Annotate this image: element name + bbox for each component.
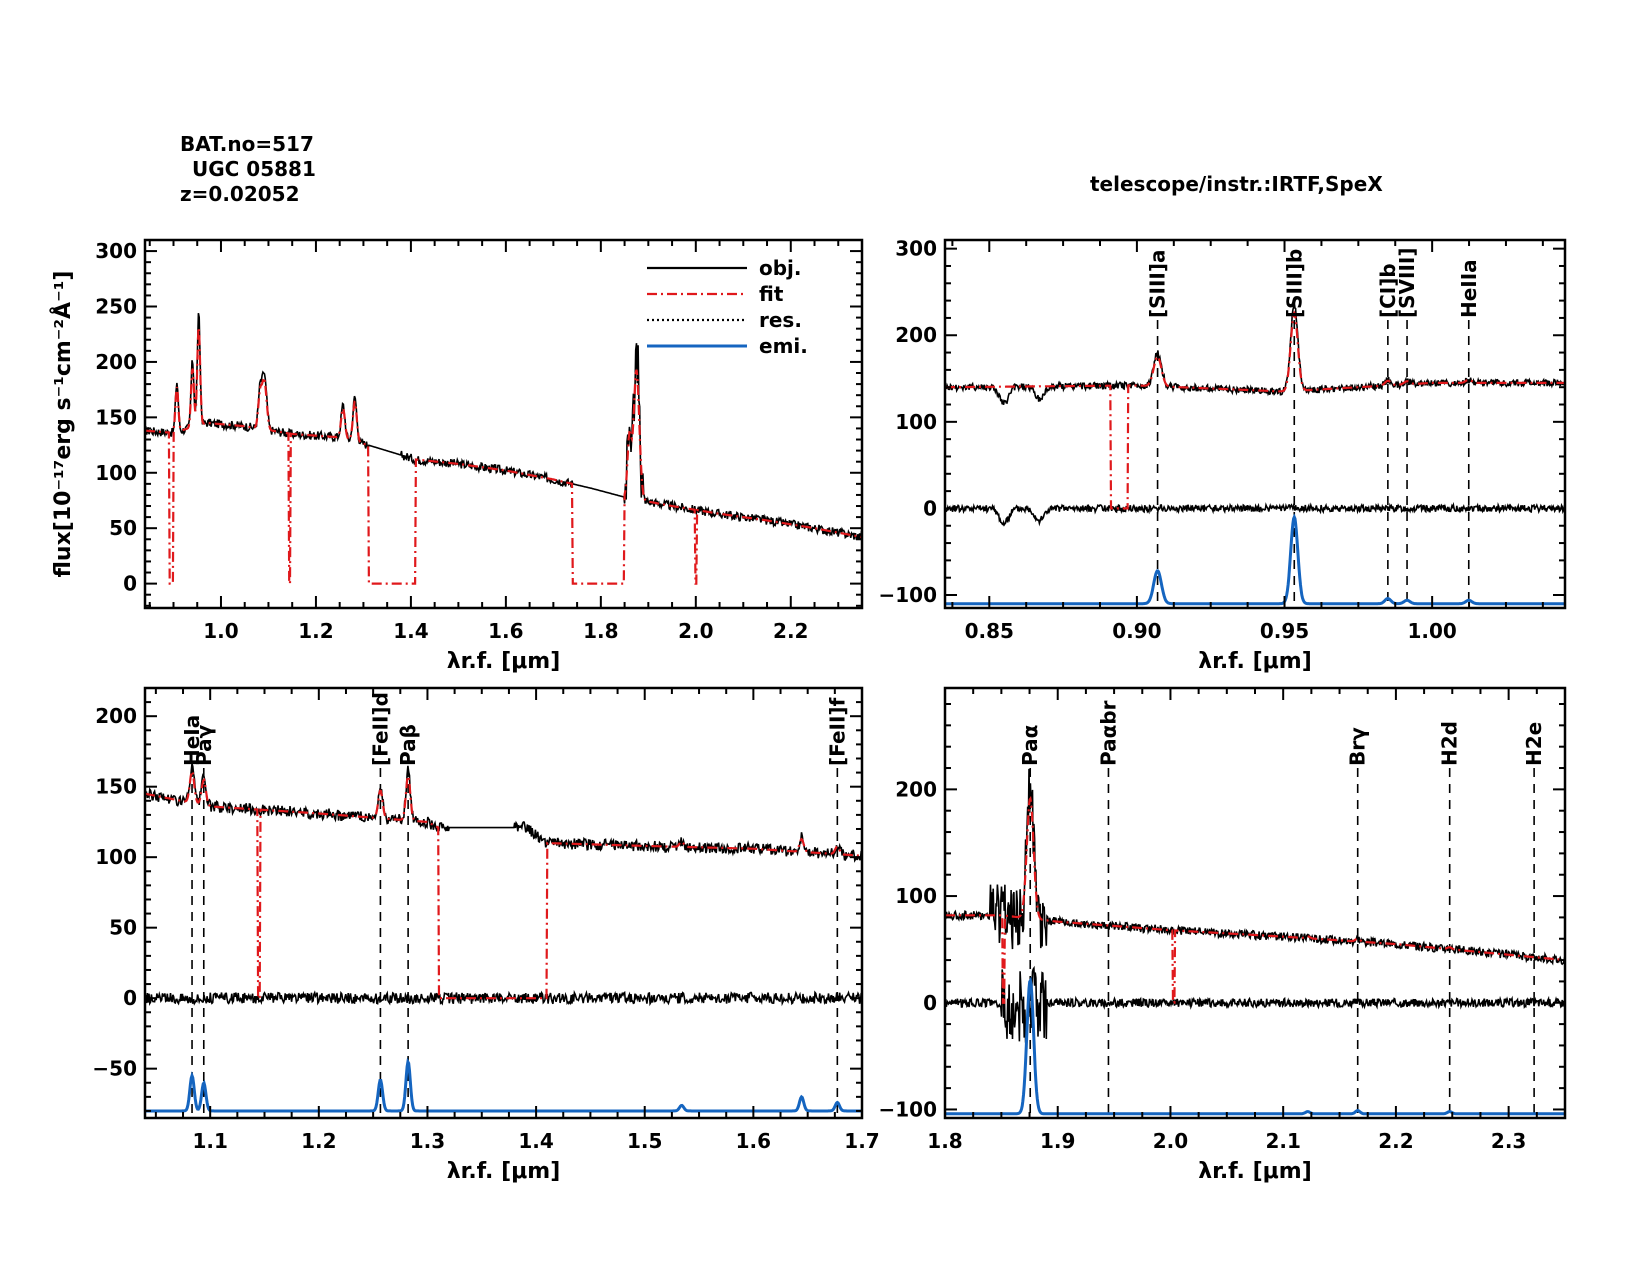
full-xtick-label: 1.6 (488, 619, 523, 643)
zoom1-ytick-label: 300 (895, 237, 937, 261)
bat-number: BAT.no=517 (180, 132, 314, 156)
full-ytick-label: 50 (109, 516, 137, 540)
panel-zoom-2p1um: 1.8 1.9 2.0 2.1 2.2 2.3 −100 0 100 200 λr.f. [μm] P… (878, 686, 1567, 1184)
zoom2-xtick-label: 1.6 (736, 1129, 771, 1153)
instrument-label: telescope/instr.:IRTF,SpeX (1090, 172, 1383, 196)
zoom2-fit-series (145, 768, 862, 1000)
zoom1-ytick-label: 100 (895, 410, 937, 434)
zoom2-obj-series (145, 763, 862, 863)
zoom3-ytick-label: 200 (895, 777, 937, 801)
zoom1-frame (943, 238, 1567, 610)
zoom1-line-label: [SIII]a (1146, 249, 1170, 318)
zoom2-frame (143, 686, 864, 1120)
panel-zoom-0p9um: 0.85 0.90 0.95 1.00 −100 0 100 200 300 λr.f. [μm]… (878, 237, 1567, 674)
zoom3-xtick-label: 2.2 (1378, 1129, 1413, 1153)
zoom3-xtick-label: 2.0 (1153, 1129, 1188, 1153)
zoom1-emi-series (945, 513, 1565, 606)
full-ytick-label: 200 (95, 350, 137, 374)
zoom2-emi-series (145, 1057, 862, 1113)
full-xtick-label: 1.4 (393, 619, 428, 643)
zoom3-line-label: Paαbr (1096, 700, 1120, 766)
full-ytick-label: 150 (95, 405, 137, 429)
zoom2-xtick-label: 1.2 (301, 1129, 336, 1153)
zoom3-res-series (945, 965, 1565, 1043)
zoom2-ytick-label: −50 (92, 1057, 137, 1081)
zoom3-xtick-label: 1.9 (1040, 1129, 1075, 1153)
full-fit-series (145, 327, 862, 585)
zoom2-plot-area (145, 763, 862, 1118)
zoom1-xtick-label: 0.90 (1112, 619, 1161, 643)
full-legend-label-obj: obj. (759, 256, 802, 280)
full-ylabel: flux[10⁻¹⁷erg s⁻¹cm⁻²Å⁻¹] (50, 271, 76, 578)
zoom2-line-label: HeIa (180, 715, 204, 766)
full-xtick-label: 2.2 (773, 619, 808, 643)
zoom1-ytick-label: −100 (878, 583, 937, 607)
zoom3-fit-series (945, 795, 1565, 1004)
panel-full-spectrum: 1.0 1.2 1.4 1.6 1.8 2.0 2.2 0 50 100 150 200 250 300 λ… (50, 238, 864, 674)
zoom2-line-label: Paγ (192, 724, 216, 766)
zoom2-xlabel: λr.f. [μm] (447, 1159, 561, 1184)
zoom3-xtick-label: 1.8 (927, 1129, 962, 1153)
redshift-label: z=0.02052 (180, 182, 300, 206)
full-legend-label-fit: fit (759, 282, 784, 306)
zoom1-xtick-label: 1.00 (1407, 619, 1456, 643)
zoom1-res-series (945, 501, 1565, 527)
zoom3-xlabel: λr.f. [μm] (1198, 1159, 1312, 1184)
full-legend-label-emi: emi. (759, 334, 808, 358)
full-ytick-label: 250 (95, 295, 137, 319)
full-ytick-label: 300 (95, 239, 137, 263)
zoom3-ytick-label: −100 (878, 1097, 937, 1121)
zoom2-res-series (145, 989, 862, 1007)
zoom2-xtick-label: 1.1 (192, 1129, 227, 1153)
zoom2-ytick-label: 150 (95, 775, 137, 799)
zoom2-ytick-label: 200 (95, 704, 137, 728)
full-obj-series (145, 312, 862, 540)
full-xtick-label: 1.8 (583, 619, 618, 643)
zoom1-ytick-label: 200 (895, 323, 937, 347)
zoom1-line-label: [CI]b (1376, 263, 1400, 318)
zoom1-plot-area (945, 302, 1565, 608)
zoom3-line-label: H2e (1522, 722, 1546, 766)
zoom3-line-label: H2d (1438, 721, 1462, 766)
zoom1-xtick-label: 0.95 (1260, 619, 1309, 643)
full-xtick-label: 1.0 (203, 619, 238, 643)
zoom2-xtick-label: 1.4 (518, 1129, 553, 1153)
panel-zoom-1p3um: 1.1 1.2 1.3 1.4 1.5 1.6 1.7 −50 0 50 100 150 200 λr.f… (92, 686, 880, 1184)
zoom2-xtick-label: 1.3 (410, 1129, 445, 1153)
zoom1-xlabel: λr.f. [μm] (1198, 649, 1312, 674)
full-frame (143, 238, 864, 610)
full-ytick-label: 100 (95, 461, 137, 485)
zoom1-fit-series (945, 310, 1565, 510)
full-ytick-label: 0 (123, 572, 137, 596)
zoom2-line-label: [FeII]d (368, 692, 392, 766)
zoom2-ytick-label: 0 (123, 986, 137, 1010)
zoom3-plot-area (945, 768, 1565, 1118)
zoom2-ytick-label: 100 (95, 845, 137, 869)
full-xlabel: λr.f. [μm] (447, 649, 561, 674)
zoom1-line-label: [SVIII] (1395, 248, 1419, 319)
zoom3-ytick-label: 0 (923, 991, 937, 1015)
zoom1-xtick-label: 0.85 (965, 619, 1014, 643)
full-xtick-label: 1.2 (298, 619, 333, 643)
full-legend-label-res: res. (759, 308, 802, 332)
zoom2-line-label: Paβ (396, 724, 420, 766)
full-xtick-label: 2.0 (678, 619, 713, 643)
zoom2-ytick-label: 50 (109, 916, 137, 940)
zoom1-line-label: HeIIa (1457, 259, 1481, 318)
zoom3-line-label: Paα (1018, 725, 1042, 766)
full-plot-area (145, 312, 862, 585)
zoom1-line-label: [SIII]b (1282, 249, 1306, 318)
zoom3-frame (943, 686, 1567, 1120)
zoom2-xtick-label: 1.7 (844, 1129, 879, 1153)
zoom3-ytick-label: 100 (895, 884, 937, 908)
zoom2-line-label: [FeII]f (825, 697, 849, 766)
zoom3-xtick-label: 2.3 (1491, 1129, 1526, 1153)
zoom2-xtick-label: 1.5 (627, 1129, 662, 1153)
zoom3-xtick-label: 2.1 (1265, 1129, 1300, 1153)
zoom1-obj-series (945, 302, 1565, 406)
zoom3-line-label: Brγ (1346, 727, 1370, 766)
galaxy-name: UGC 05881 (192, 157, 316, 181)
zoom1-ytick-label: 0 (923, 496, 937, 520)
